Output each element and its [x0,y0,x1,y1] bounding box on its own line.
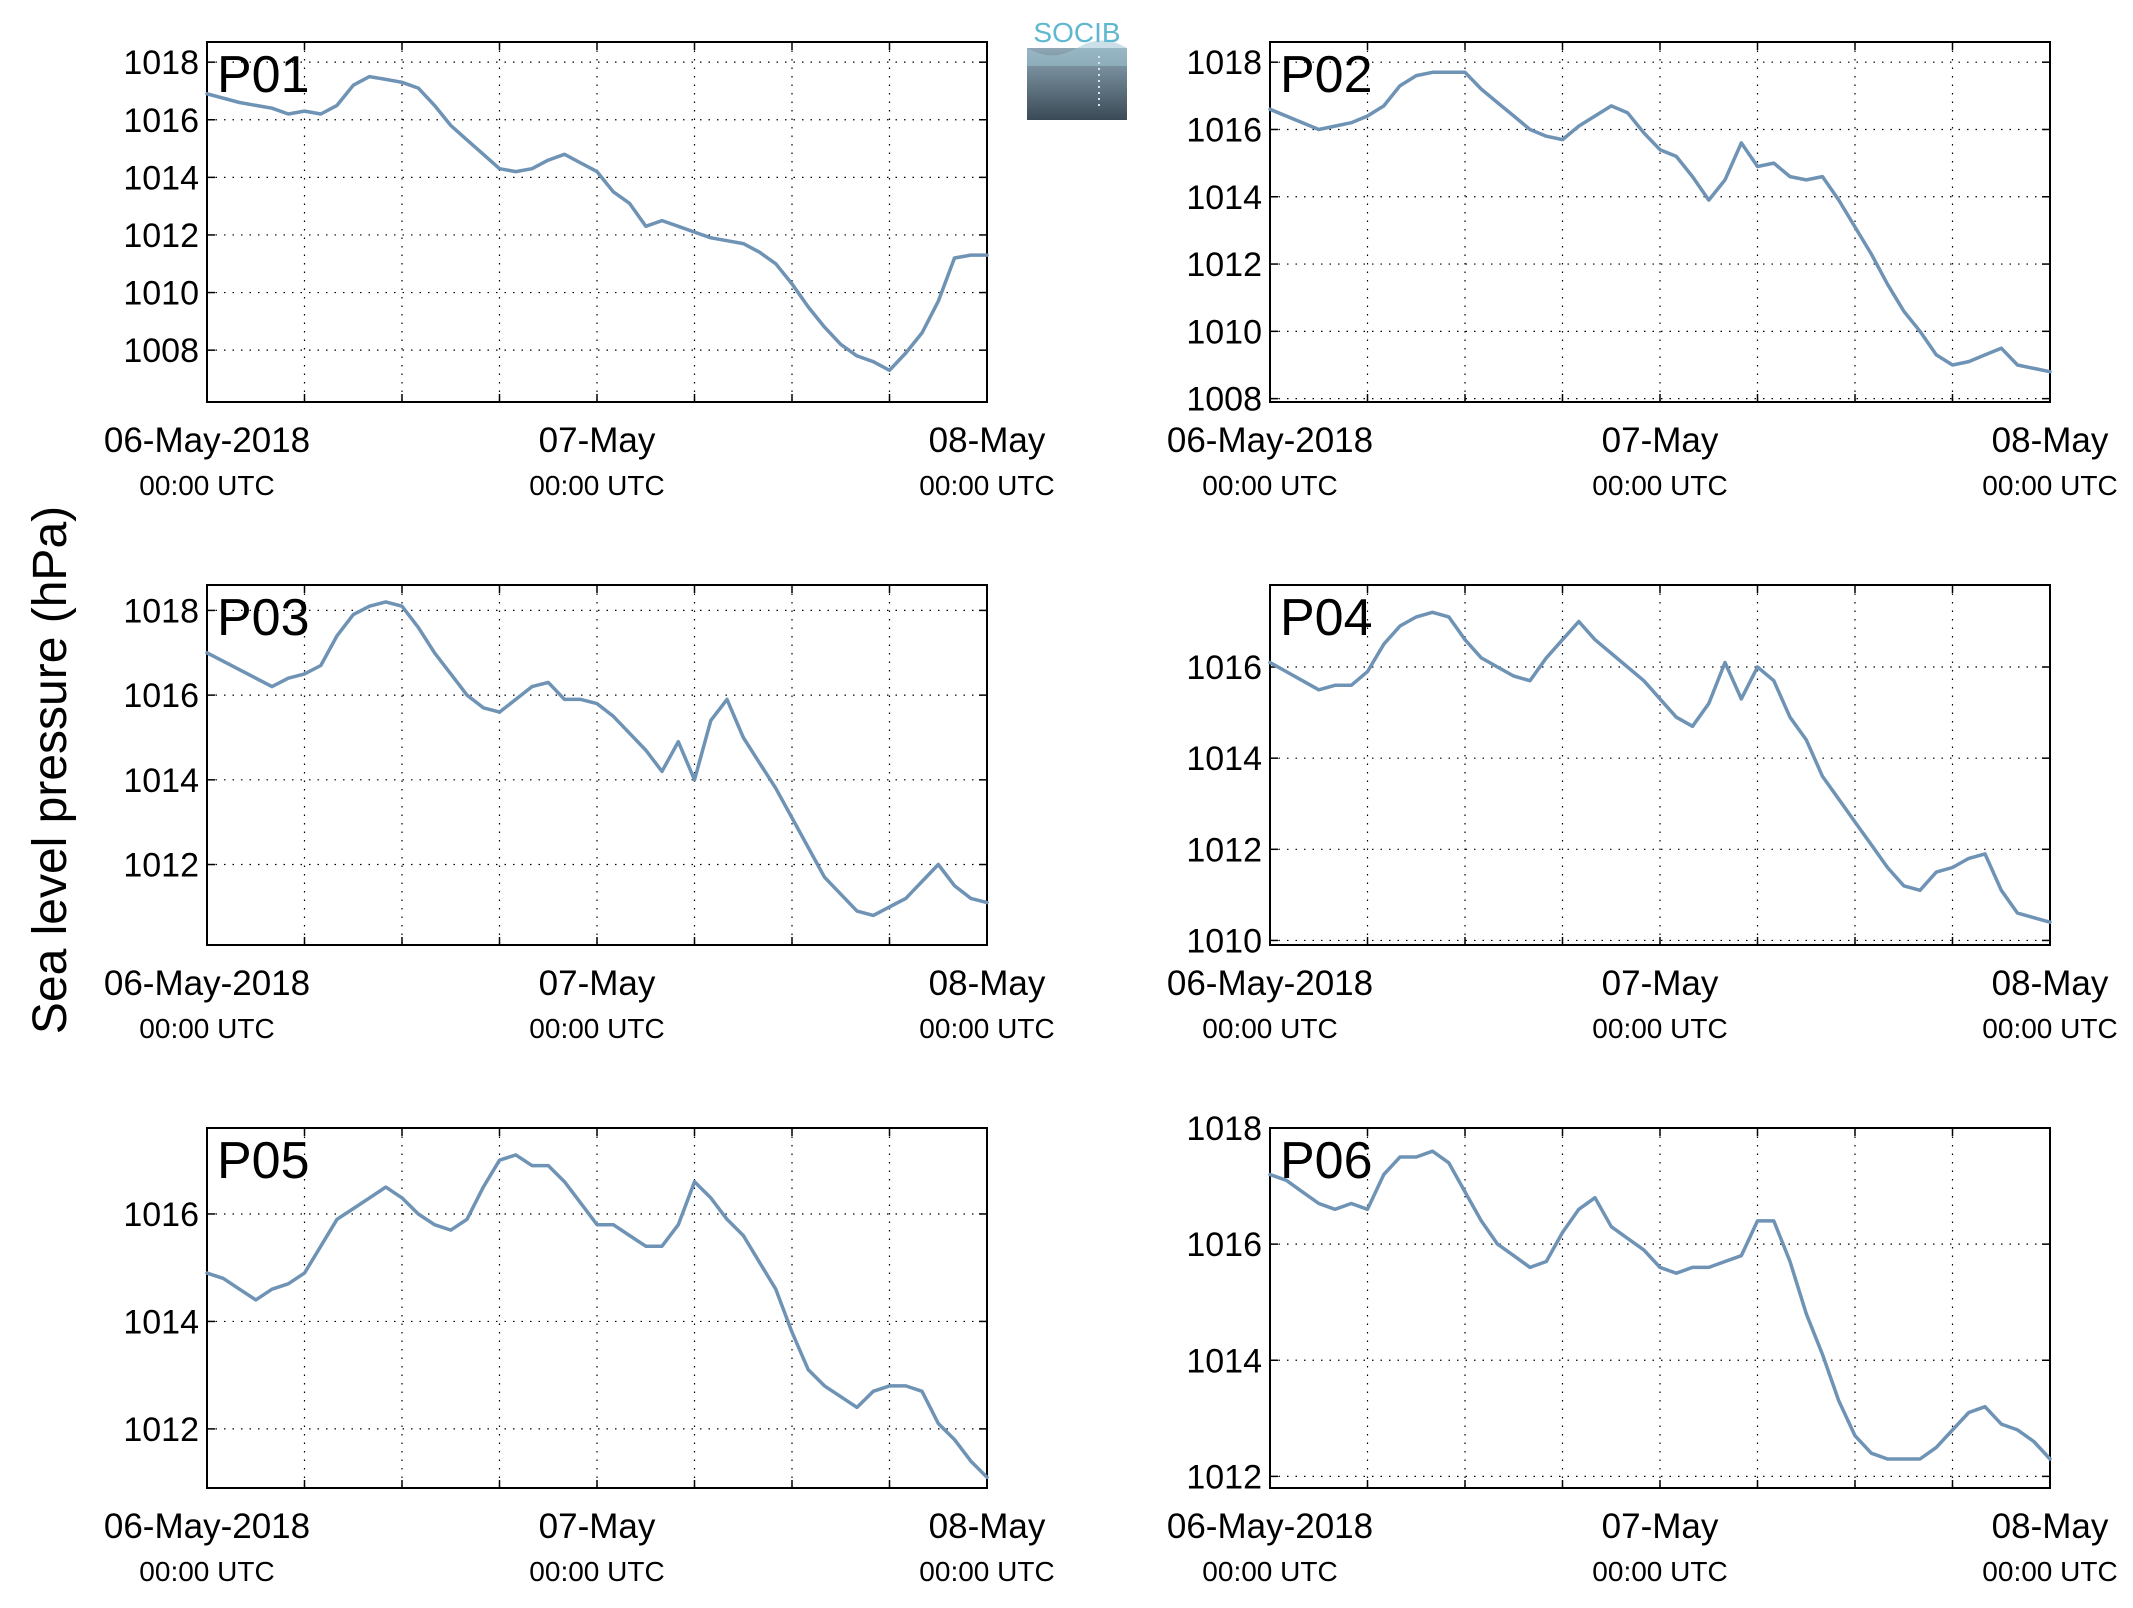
y-tick-label: 1016 [1186,1226,1262,1264]
x-tick-label-date: 08-May [1992,421,2109,460]
x-tick-label-time: 00:00 UTC [1592,1013,1727,1044]
y-tick-label: 1014 [123,762,199,800]
x-tick-label-time: 00:00 UTC [1982,1556,2117,1587]
y-tick-label: 1008 [123,332,199,370]
x-tick-label-time: 00:00 UTC [1202,470,1337,501]
y-tick-label: 1016 [1186,649,1262,687]
x-tick-label-time: 00:00 UTC [529,470,664,501]
y-tick-label: 1018 [123,592,199,630]
x-tick-label-date: 07-May [539,964,656,1003]
x-tick-label-date: 06-May-2018 [104,1507,310,1546]
panel-label: P04 [1280,589,1373,647]
series-line-p04 [1268,610,2052,924]
y-tick-label: 1018 [123,44,199,82]
x-tick-label-date: 08-May [1992,1507,2109,1546]
y-tick-label: 1012 [123,847,199,885]
x-tick-label-time: 00:00 UTC [919,1556,1054,1587]
x-tick-label-time: 00:00 UTC [529,1013,664,1044]
panel-label: P05 [217,1132,310,1190]
series-line-p06 [1268,1149,2052,1461]
panel-p02: 1008 1010 1012 1014 1016 1018 06-May-2018 00:00… [1167,41,2118,501]
x-tick-label-date: 07-May [539,1507,656,1546]
x-tick-label-date: 07-May [1602,421,1719,460]
y-tick-label: 1012 [123,1411,199,1449]
x-tick-label-time: 00:00 UTC [1202,1013,1337,1044]
x-tick-label-date: 07-May [1602,964,1719,1003]
y-tick-label: 1012 [1186,831,1262,869]
x-tick-label-date: 08-May [929,421,1046,460]
panel-label: P06 [1280,1132,1373,1190]
x-tick-label-date: 08-May [929,1507,1046,1546]
series-line-p02 [1268,70,2052,374]
x-tick-label-date: 08-May [929,964,1046,1003]
y-tick-label: 1018 [1186,44,1262,82]
x-tick-label-date: 06-May-2018 [1167,421,1373,460]
x-tick-label-time: 00:00 UTC [529,1556,664,1587]
panel-label: P03 [217,589,310,647]
y-tick-label: 1018 [1186,1110,1262,1148]
x-tick-label-time: 00:00 UTC [1982,470,2117,501]
x-tick-label-date: 06-May-2018 [104,421,310,460]
y-tick-label: 1014 [1186,179,1262,217]
x-tick-label-time: 00:00 UTC [919,1013,1054,1044]
panel-p04: 1010 1012 1014 1016 06-May-2018 00:00 UTC 07-M… [1167,584,2118,1044]
y-tick-label: 1016 [123,102,199,140]
y-tick-label: 1014 [1186,740,1262,778]
x-tick-label-time: 00:00 UTC [139,1556,274,1587]
x-tick-label-time: 00:00 UTC [139,1013,274,1044]
y-tick-label: 1014 [1186,1342,1262,1380]
y-tick-label: 1008 [1186,381,1262,419]
y-tick-label: 1012 [1186,1458,1262,1496]
x-tick-label-date: 06-May-2018 [1167,964,1373,1003]
panel-p03: 1012 1014 1016 1018 06-May-2018 00:00 UTC 07-M… [104,584,1055,1044]
y-tick-label: 1016 [123,1196,199,1234]
y-tick-label: 1010 [1186,922,1262,960]
x-tick-label-time: 00:00 UTC [1202,1556,1337,1587]
y-tick-label: 1012 [1186,246,1262,284]
x-tick-label-date: 06-May-2018 [104,964,310,1003]
y-tick-label: 1016 [1186,111,1262,149]
x-tick-label-date: 08-May [1992,964,2109,1003]
panel-p05: 1012 1014 1016 06-May-2018 00:00 UTC 07-May 00… [104,1127,1055,1587]
y-tick-label: 1010 [123,275,199,313]
x-tick-label-time: 00:00 UTC [919,470,1054,501]
series-line-p01 [205,74,989,373]
panel-p06: 1012 1014 1016 1018 06-May-2018 00:00 UTC 07-M… [1167,1110,2118,1587]
x-tick-label-time: 00:00 UTC [1592,1556,1727,1587]
x-tick-label-time: 00:00 UTC [139,470,274,501]
series-line-p03 [205,600,989,918]
panel-label: P02 [1280,46,1373,104]
x-tick-label-date: 06-May-2018 [1167,1507,1373,1546]
x-tick-label-date: 07-May [539,421,656,460]
y-tick-label: 1012 [123,217,199,255]
y-tick-label: 1016 [123,677,199,715]
series-line-p05 [205,1153,989,1480]
y-axis-label: Sea level pressure (hPa) [24,506,77,1034]
y-tick-label: 1014 [123,159,199,197]
y-tick-label: 1010 [1186,313,1262,351]
panel-p01: 1008 1010 1012 1014 1016 1018 06-May-2018 00:00… [104,41,1055,501]
y-tick-label: 1014 [123,1303,199,1341]
x-tick-label-time: 00:00 UTC [1592,470,1727,501]
socib-logo-text: SOCIB [1033,18,1120,48]
socib-logo: SOCIB [1027,17,1127,120]
x-tick-label-date: 07-May [1602,1507,1719,1546]
x-tick-label-time: 00:00 UTC [1982,1013,2117,1044]
panel-label: P01 [217,46,310,104]
